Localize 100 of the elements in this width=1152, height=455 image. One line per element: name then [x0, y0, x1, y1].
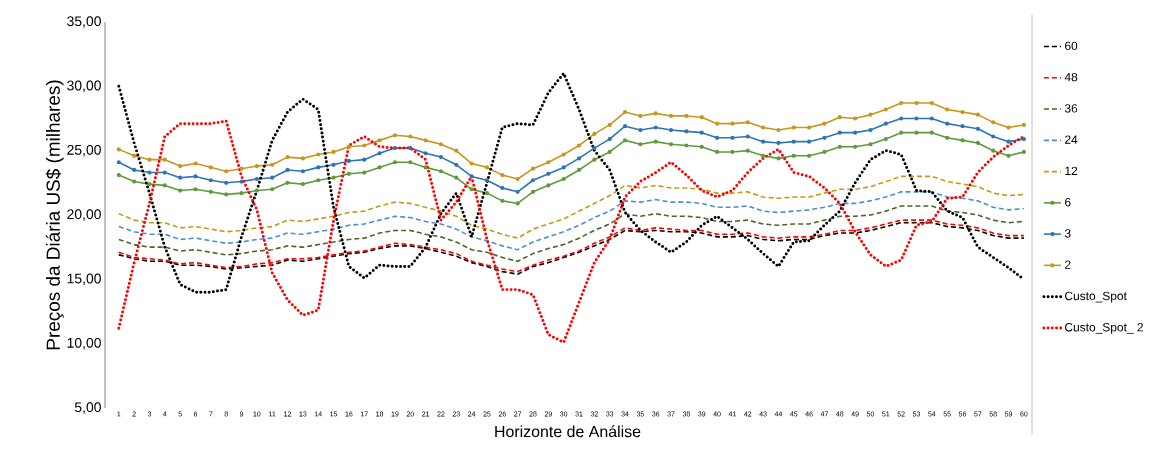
point	[761, 125, 766, 130]
legend-label: 60	[1065, 41, 1078, 51]
y-tick-label: 35,00	[67, 16, 101, 28]
point	[561, 152, 566, 157]
point	[500, 185, 505, 191]
point	[224, 192, 229, 197]
point	[500, 173, 505, 178]
point	[300, 156, 305, 161]
point	[377, 165, 382, 170]
point	[868, 127, 873, 133]
y-tick-label: 30,00	[67, 80, 101, 93]
legend-label: 36	[1064, 104, 1078, 113]
point	[868, 112, 873, 117]
point	[807, 125, 812, 130]
point	[929, 130, 934, 135]
legend-label: 3	[1064, 229, 1071, 238]
point	[945, 107, 950, 112]
point	[991, 134, 996, 139]
point	[530, 189, 536, 194]
point	[1006, 139, 1011, 144]
point	[561, 165, 566, 170]
point	[945, 121, 950, 126]
point	[438, 142, 444, 147]
point	[714, 135, 720, 140]
point	[622, 124, 628, 129]
point	[837, 130, 842, 135]
point	[469, 187, 474, 192]
point	[116, 160, 121, 165]
point	[684, 113, 689, 119]
point	[178, 188, 183, 193]
point	[991, 120, 996, 125]
point	[116, 147, 121, 152]
point	[914, 116, 919, 121]
point	[975, 112, 980, 117]
point	[975, 126, 980, 131]
point	[822, 121, 827, 126]
point	[991, 148, 996, 153]
legend-label: 24	[1065, 135, 1078, 144]
point	[316, 152, 321, 157]
point	[162, 170, 167, 175]
point	[254, 176, 259, 182]
point	[883, 107, 888, 112]
point	[837, 144, 842, 149]
point	[853, 130, 858, 135]
point	[668, 127, 674, 133]
point	[362, 157, 367, 162]
point	[300, 169, 305, 174]
legend-label: 12	[1065, 166, 1078, 176]
point	[392, 133, 398, 138]
point	[883, 136, 888, 142]
point	[239, 166, 244, 171]
y-tick-label: 10,00	[67, 337, 101, 350]
point	[960, 124, 965, 129]
point	[408, 134, 413, 139]
point	[346, 144, 351, 149]
point	[576, 156, 582, 161]
point	[761, 153, 766, 158]
point	[132, 153, 137, 158]
point	[484, 178, 490, 183]
point	[331, 162, 336, 167]
point	[699, 144, 704, 149]
y-tick-label: 5,00	[74, 402, 101, 414]
point	[761, 139, 766, 144]
point	[270, 175, 275, 180]
point	[147, 182, 152, 187]
point	[1006, 125, 1011, 130]
point	[1021, 136, 1026, 142]
point	[592, 157, 597, 162]
point	[638, 113, 643, 119]
point	[178, 175, 183, 180]
point	[408, 145, 413, 151]
point	[730, 149, 735, 155]
point	[208, 165, 213, 170]
point	[392, 145, 398, 151]
point	[239, 179, 244, 184]
point	[730, 121, 735, 126]
point	[469, 161, 474, 166]
y-tick-label: 25,00	[67, 144, 101, 157]
point	[622, 138, 628, 143]
point	[423, 151, 428, 156]
point	[285, 180, 290, 185]
y-axis-title: Preços da Diária US$ (milhares)	[45, 80, 64, 350]
point	[1021, 122, 1026, 128]
point	[699, 130, 704, 135]
point	[116, 173, 121, 178]
point	[132, 167, 137, 173]
point	[270, 187, 275, 192]
point	[254, 164, 259, 169]
point	[362, 143, 367, 148]
point	[484, 165, 490, 170]
point	[576, 167, 582, 173]
point	[776, 140, 781, 146]
x-axis-title: Horizonte de Análise	[495, 425, 641, 438]
point	[346, 158, 351, 164]
point	[193, 187, 198, 192]
legend-label: 6	[1065, 197, 1071, 207]
point	[546, 183, 551, 188]
point	[853, 144, 858, 149]
point	[224, 169, 229, 174]
point	[929, 100, 934, 106]
